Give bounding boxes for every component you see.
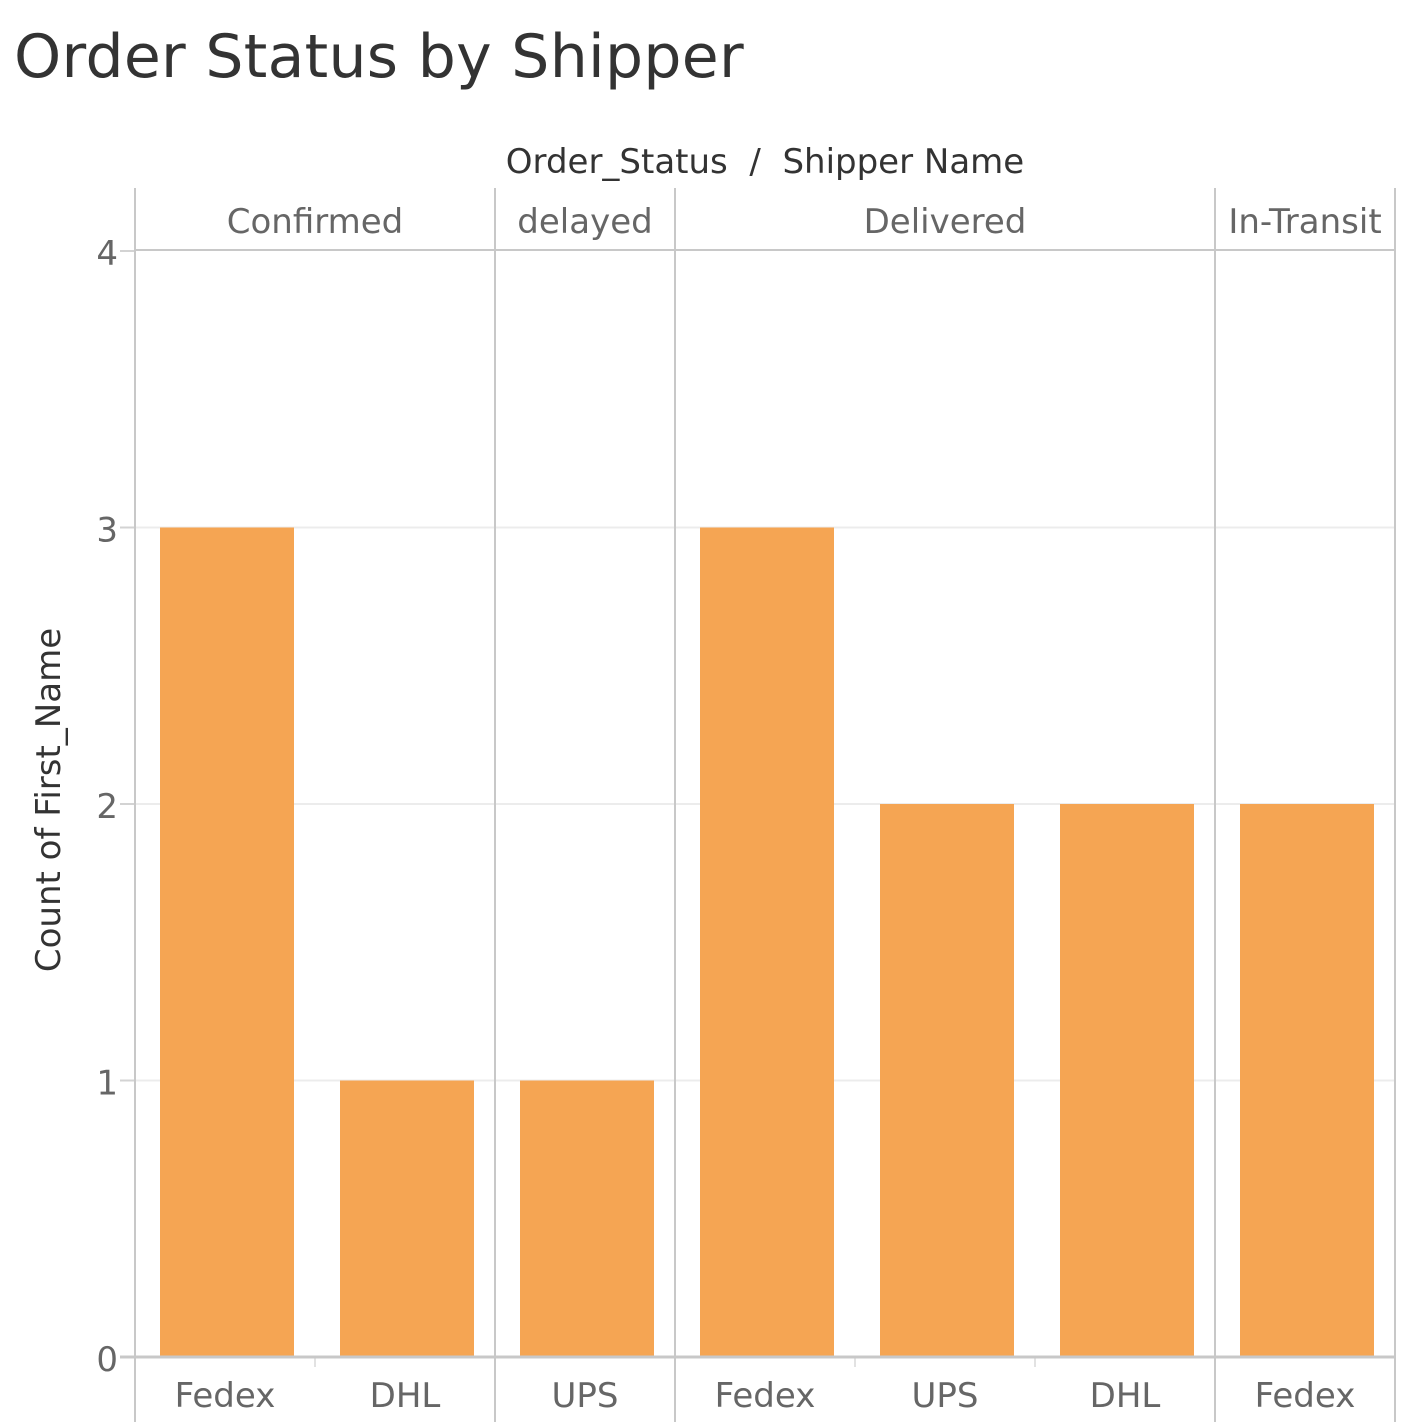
bar-confirmed-dhl	[340, 1080, 474, 1357]
group-header-confirmed: Confirmed	[227, 202, 404, 242]
bar-in-transit-fedex	[1240, 804, 1374, 1357]
x-tick-label-dhl: DHL	[1090, 1376, 1161, 1416]
y-tick-label-4: 4	[96, 234, 118, 274]
x-tick-label-fedex: Fedex	[175, 1376, 276, 1416]
bar-delivered-fedex	[700, 527, 834, 1357]
bar-delivered-dhl	[1060, 804, 1194, 1357]
y-tick-label-3: 3	[96, 511, 118, 551]
group-header-delivered: Delivered	[864, 202, 1027, 242]
group-header-in-transit: In-Transit	[1228, 202, 1381, 242]
y-tick-label-1: 1	[96, 1064, 118, 1104]
labels: 0 1 2 3 4 Fedex DHL Confirmed UPS delayed Fedex UPS…	[96, 202, 1381, 1416]
x-tick-label-dhl: DHL	[370, 1376, 441, 1416]
column-header: Order_Status / Shipper Name	[506, 142, 1024, 182]
y-axis-label: Count of First_Name	[29, 628, 69, 972]
y-tick-label-2: 2	[96, 787, 118, 827]
x-tick-label-ups: UPS	[912, 1376, 979, 1416]
y-tick-label-0: 0	[96, 1340, 118, 1380]
bars	[160, 527, 1374, 1357]
bar-delayed-ups	[520, 1080, 654, 1357]
x-tick-label-fedex: Fedex	[715, 1376, 816, 1416]
bar-delivered-ups	[880, 804, 1014, 1357]
group-header-delayed: delayed	[517, 202, 652, 242]
x-tick-label-ups: UPS	[552, 1376, 619, 1416]
x-tick-label-fedex: Fedex	[1255, 1376, 1356, 1416]
chart-frame	[120, 188, 1396, 1422]
chart-title: Order Status by Shipper	[14, 22, 744, 92]
bar-confirmed-fedex	[160, 527, 294, 1357]
